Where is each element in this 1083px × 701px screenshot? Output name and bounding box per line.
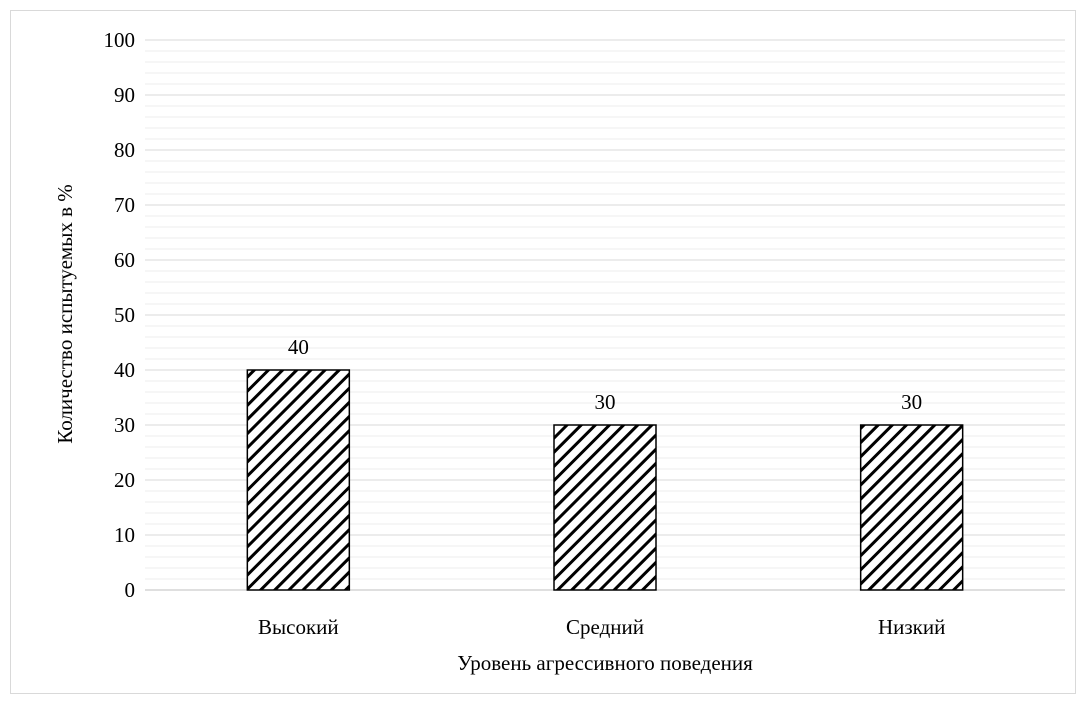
- data-label: 30: [595, 390, 616, 414]
- y-tick-label: 70: [114, 193, 135, 217]
- y-tick-label: 100: [104, 28, 136, 52]
- x-category-label: Средний: [566, 615, 644, 639]
- x-axis-categories: Высокий Средний Низкий: [258, 615, 945, 639]
- y-axis-ticks: 0 10 20 30 40 50 60 70 80 90 100: [104, 28, 136, 602]
- y-tick-label: 20: [114, 468, 135, 492]
- y-tick-label: 60: [114, 248, 135, 272]
- y-axis-title: Количество испытуемых в %: [53, 184, 77, 444]
- data-label: 30: [901, 390, 922, 414]
- data-labels: 40 30 30: [288, 335, 922, 414]
- y-tick-label: 30: [114, 413, 135, 437]
- y-tick-label: 10: [114, 523, 135, 547]
- bar: [859, 424, 964, 591]
- data-label: 40: [288, 335, 309, 359]
- x-category-label: Высокий: [258, 615, 339, 639]
- bar: [246, 369, 351, 591]
- y-tick-label: 40: [114, 358, 135, 382]
- y-tick-label: 50: [114, 303, 135, 327]
- x-axis-title: Уровень агрессивного поведения: [457, 651, 753, 675]
- y-tick-label: 80: [114, 138, 135, 162]
- x-category-label: Низкий: [878, 615, 945, 639]
- bars: [246, 369, 964, 591]
- bar: [553, 424, 657, 591]
- y-tick-label: 90: [114, 83, 135, 107]
- y-tick-label: 0: [125, 578, 136, 602]
